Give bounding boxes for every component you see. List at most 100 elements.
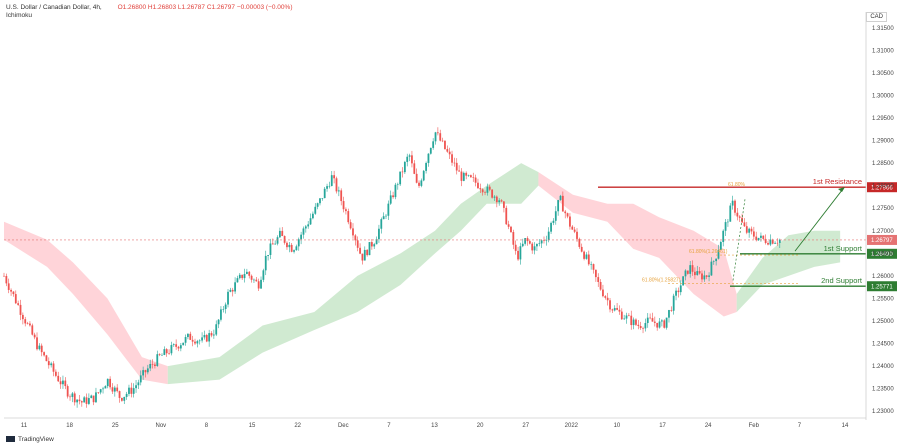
candle bbox=[276, 235, 279, 246]
candle bbox=[389, 190, 392, 205]
resistance-label: 1st Resistance bbox=[813, 177, 862, 186]
bullish-cloud bbox=[167, 163, 539, 385]
candle-body bbox=[458, 170, 461, 172]
candle-body bbox=[705, 275, 708, 277]
candle bbox=[245, 268, 248, 275]
candle-body bbox=[651, 318, 654, 322]
candle bbox=[694, 267, 696, 280]
candle-body bbox=[526, 238, 529, 242]
candle bbox=[602, 284, 604, 298]
candle-body bbox=[743, 222, 746, 227]
candle-body bbox=[43, 352, 45, 356]
candle-body bbox=[231, 289, 234, 292]
candle bbox=[314, 203, 317, 215]
candle bbox=[769, 234, 772, 247]
candle-body bbox=[234, 282, 236, 292]
candle bbox=[439, 129, 442, 142]
candle-body bbox=[672, 295, 675, 311]
candle-body bbox=[460, 171, 463, 181]
candle bbox=[436, 127, 439, 136]
candle bbox=[396, 182, 399, 190]
candle-body bbox=[491, 189, 494, 198]
candle-body bbox=[587, 254, 590, 265]
ohlc-values: O1.26800 H1.26803 L1.26787 C1.26797 −0.0… bbox=[117, 4, 293, 11]
current-price-badge: 1.26797 bbox=[871, 238, 893, 244]
candle-body bbox=[717, 249, 720, 259]
candle bbox=[408, 153, 411, 162]
candle-body bbox=[545, 240, 548, 241]
candle-body bbox=[177, 346, 180, 349]
candle bbox=[269, 238, 272, 260]
currency-button[interactable]: CAD bbox=[866, 12, 887, 22]
candle bbox=[592, 263, 595, 274]
candle bbox=[241, 274, 244, 281]
candle bbox=[149, 359, 152, 372]
candle bbox=[212, 329, 215, 339]
candle bbox=[696, 265, 699, 276]
candle bbox=[307, 221, 310, 229]
candle bbox=[738, 215, 741, 222]
candle-body bbox=[760, 235, 762, 238]
candle bbox=[156, 350, 159, 367]
candle-body bbox=[90, 395, 93, 399]
candle bbox=[606, 292, 609, 306]
candle-body bbox=[408, 155, 411, 157]
candle-body bbox=[392, 195, 394, 198]
price-tick-label: 1.29000 bbox=[872, 139, 894, 145]
indicator-name[interactable]: Ichimoku bbox=[6, 12, 33, 19]
branding: TradingView bbox=[6, 436, 54, 443]
candle-body bbox=[109, 378, 112, 388]
candle-body bbox=[536, 244, 538, 247]
candle-body bbox=[373, 244, 376, 247]
time-tick-label: 11 bbox=[21, 423, 28, 429]
candle bbox=[521, 238, 524, 248]
candle bbox=[734, 199, 736, 216]
candle bbox=[550, 221, 552, 235]
candle-body bbox=[161, 354, 163, 356]
candle-body bbox=[31, 325, 34, 335]
candle-body bbox=[57, 375, 60, 382]
candle bbox=[616, 302, 618, 311]
candle bbox=[691, 260, 694, 276]
candle-body bbox=[278, 230, 281, 238]
candle bbox=[446, 145, 449, 153]
candle bbox=[29, 321, 31, 327]
candle bbox=[243, 268, 246, 283]
candle bbox=[52, 361, 55, 377]
candle bbox=[651, 312, 654, 322]
candle bbox=[385, 214, 387, 219]
candle bbox=[205, 333, 208, 343]
candle bbox=[17, 300, 20, 306]
candle-body bbox=[524, 238, 527, 244]
candle bbox=[222, 306, 225, 313]
candle-body bbox=[205, 334, 208, 342]
candle-body bbox=[236, 278, 239, 283]
candle-body bbox=[262, 270, 265, 280]
support2-price-badge-bg bbox=[867, 281, 897, 292]
candle-body bbox=[559, 195, 562, 201]
candle bbox=[95, 387, 97, 403]
candle-body bbox=[512, 232, 515, 245]
candle bbox=[458, 165, 461, 172]
candle bbox=[179, 343, 182, 352]
bullish-cloud bbox=[736, 230, 841, 312]
candle bbox=[590, 261, 593, 270]
candle-body bbox=[257, 281, 260, 289]
candle bbox=[500, 199, 503, 203]
candle-body bbox=[352, 228, 354, 236]
candle-body bbox=[569, 216, 571, 227]
candle-body bbox=[113, 387, 116, 392]
candle bbox=[290, 242, 293, 253]
candle-body bbox=[104, 386, 107, 389]
candle bbox=[453, 157, 456, 167]
candle-body bbox=[625, 315, 628, 319]
bearish-cloud bbox=[538, 172, 737, 317]
price-tick-label: 1.31000 bbox=[872, 48, 894, 54]
candle bbox=[710, 257, 713, 276]
candle bbox=[531, 242, 534, 254]
candle bbox=[703, 270, 706, 282]
candle bbox=[526, 236, 529, 246]
candle bbox=[161, 353, 163, 356]
candle bbox=[234, 277, 236, 294]
